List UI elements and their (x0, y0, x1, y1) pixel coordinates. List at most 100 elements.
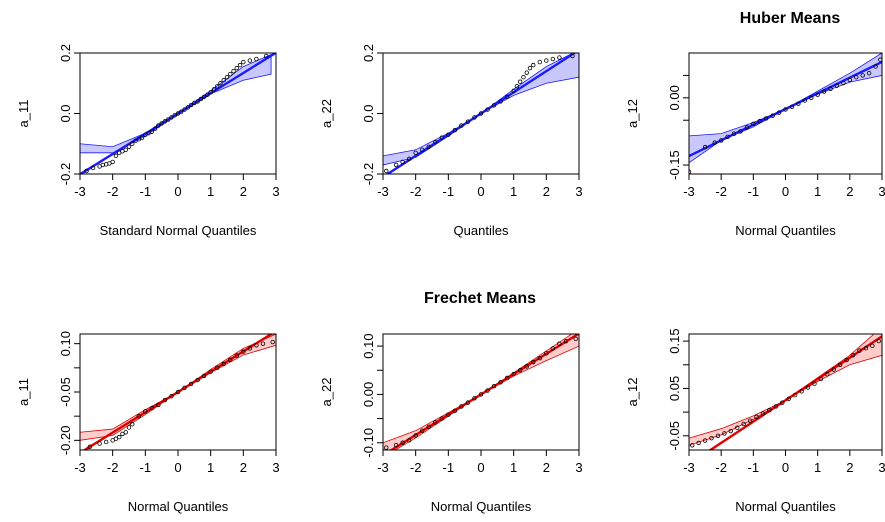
y-axis-label: a_22 (319, 99, 334, 128)
x-axis-label: Normal Quantiles (128, 499, 229, 514)
data-point (420, 147, 425, 152)
plot-area (689, 53, 882, 174)
data-point (214, 365, 220, 371)
data-point (809, 95, 814, 101)
data-point (780, 400, 785, 405)
data-point (211, 87, 217, 92)
x-tick-label: 3 (878, 460, 885, 475)
y-tick-label: -0.2 (58, 163, 73, 185)
data-point (270, 339, 275, 345)
data-point (224, 74, 230, 80)
data-point (485, 388, 490, 393)
x-tick-label: 3 (878, 184, 885, 199)
data-point (870, 343, 875, 349)
data-point (690, 443, 695, 448)
y-tick-label: -0.05 (667, 421, 682, 451)
data-point (241, 59, 246, 65)
data-point (188, 381, 194, 387)
data-point (400, 440, 405, 445)
x-tick-label: -2 (107, 460, 119, 475)
qq-panel-2: -3 -2 -1 0 1 2 3 -0.2 0.0 0.2 Quantiles a_22 (319, 44, 583, 238)
data-point (465, 400, 471, 405)
x-tick-label: 2 (240, 460, 247, 475)
data-point (857, 348, 862, 353)
data-point (130, 141, 135, 146)
data-point (828, 86, 833, 92)
data-point (260, 341, 266, 346)
data-point (433, 420, 438, 425)
data-point (834, 83, 840, 88)
data-point (854, 74, 859, 80)
data-point (573, 336, 578, 342)
data-point (254, 343, 259, 348)
x-tick-label: 0 (477, 460, 484, 475)
y-axis-label: a_12 (625, 378, 640, 407)
y-tick-label: -0.10 (361, 428, 376, 458)
data-point (802, 98, 807, 103)
data-point (446, 132, 451, 137)
y-tick-label: 0.00 (361, 382, 376, 407)
data-point (847, 77, 853, 83)
data-point (446, 412, 451, 417)
x-tick-label: 1 (207, 460, 214, 475)
data-point (796, 101, 801, 106)
data-point (159, 121, 164, 126)
y-tick-label: 0.0 (58, 104, 73, 122)
data-point (491, 384, 497, 389)
data-point (527, 65, 533, 71)
data-point (400, 159, 405, 165)
qq-panel-1: -3 -2 -1 0 1 2 3 -0.2 0.0 0.2 Standard Normal Quan… (16, 44, 280, 238)
data-point (557, 341, 562, 346)
data-point (214, 84, 220, 89)
data-point (511, 88, 516, 94)
plot-area (383, 334, 579, 450)
y-tick-label: 0.15 (667, 328, 682, 353)
y-tick-label: 0.00 (667, 85, 682, 110)
data-point (812, 381, 817, 386)
data-point (221, 361, 226, 367)
x-tick-label: 0 (477, 184, 484, 199)
data-point (175, 111, 181, 116)
data-point (452, 408, 458, 414)
data-point (182, 385, 187, 391)
data-point (754, 414, 759, 420)
huber-means-title: Huber Means (739, 10, 841, 27)
data-point (149, 405, 155, 411)
data-point (156, 402, 161, 408)
data-point (825, 372, 830, 377)
y-axis-label: a_22 (319, 378, 334, 407)
x-axis-label: Normal Quantiles (735, 223, 836, 238)
data-point (241, 349, 246, 354)
data-point (760, 411, 766, 416)
data-point (439, 135, 444, 140)
y-tick-label: 0.10 (58, 331, 73, 356)
data-point (841, 80, 846, 86)
data-point (126, 144, 132, 149)
data-point (465, 119, 471, 124)
data-point (156, 123, 161, 128)
data-point (201, 94, 207, 100)
x-axis-label: Quantiles (454, 223, 509, 238)
data-point (433, 140, 438, 145)
data-point (544, 58, 549, 63)
x-tick-label: 2 (240, 184, 247, 199)
data-point (172, 113, 177, 118)
x-tick-label: 2 (543, 460, 550, 475)
data-point (524, 70, 529, 75)
data-point (728, 428, 734, 434)
qq-panel-4: -3 -2 -1 0 1 2 3 -0.20 -0.05 0.10 Normal Quantiles… (16, 331, 280, 514)
data-point (831, 367, 836, 372)
data-point (866, 70, 872, 76)
x-tick-label: 1 (207, 184, 214, 199)
data-point (136, 413, 141, 419)
data-point (221, 78, 226, 83)
data-point (751, 121, 756, 127)
reference-line (708, 334, 882, 450)
y-tick-label: -0.05 (58, 377, 73, 407)
data-point (878, 57, 882, 62)
data-point (478, 111, 484, 116)
x-tick-label: 1 (510, 460, 517, 475)
data-point (459, 123, 464, 128)
data-point (169, 393, 174, 399)
